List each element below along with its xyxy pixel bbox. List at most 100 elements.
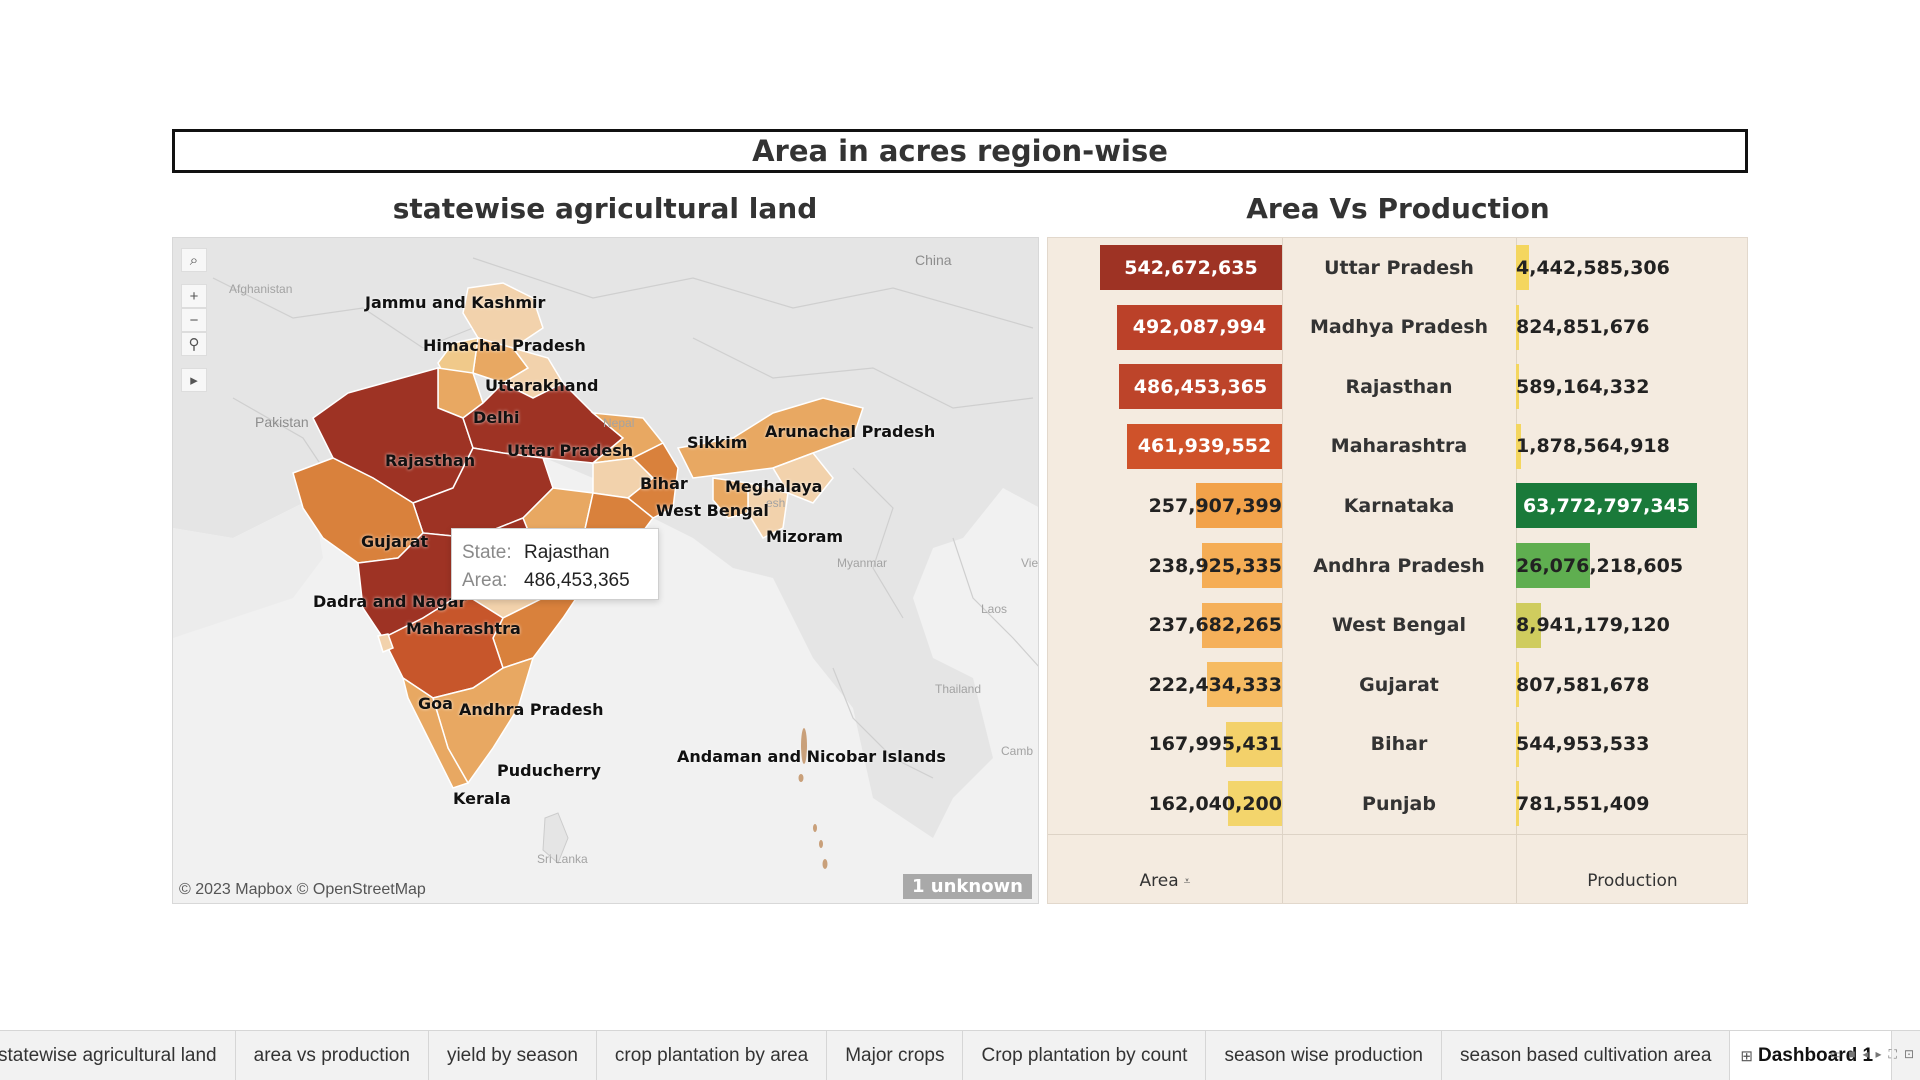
tab-season-based-cultivation-area[interactable]: season based cultivation area (1442, 1031, 1731, 1080)
state-name-label: Madhya Pradesh (1309, 316, 1489, 339)
table-row[interactable]: 167,995,431 Bihar 544,953,533 (1048, 715, 1749, 774)
table-row[interactable]: 492,087,994 Madhya Pradesh 824,851,676 (1048, 298, 1749, 357)
filmstrip-view-icon[interactable]: ▭ (1829, 1047, 1842, 1061)
label-delhi: Delhi (473, 408, 520, 427)
production-axis-label: Production (1587, 871, 1678, 891)
tooltip-state-row: State: Rajasthan (462, 539, 648, 567)
table-row[interactable]: 222,434,333 Gujarat 807,581,678 (1048, 655, 1749, 714)
grid-view-icon[interactable]: ■ (1848, 1047, 1856, 1061)
production-bar[interactable] (1516, 662, 1519, 708)
label-himachal-pradesh: Himachal Pradesh (423, 336, 586, 355)
unknown-indicator[interactable]: 1 unknown (902, 874, 1032, 899)
state-name-label: Maharashtra (1330, 435, 1468, 458)
area-bar[interactable] (1127, 423, 1282, 469)
country-borders (212, 257, 1038, 779)
production-bar[interactable] (1516, 364, 1519, 410)
area-bar[interactable] (1119, 364, 1282, 410)
production-bar[interactable] (1516, 245, 1529, 290)
geo-label-myanmar: Myanmar (837, 556, 888, 570)
production-value-label: 63,772,797,345 (1522, 494, 1691, 517)
table-row[interactable]: 162,040,200 Punjab 781,551,409 (1048, 774, 1749, 833)
geo-label-pakistan: Pakistan (255, 414, 309, 430)
tab-controls: ▭ ■ ◂ ▸ ⛶ ⊡ (1830, 1047, 1914, 1062)
state-name-label: West Bengal (1331, 614, 1466, 637)
label-uttar-pradesh: Uttar Pradesh (507, 441, 634, 460)
state-goa (377, 633, 394, 653)
label-meghalaya: Meghalaya (725, 477, 823, 496)
next-sheet-icon[interactable]: ▸ (1875, 1047, 1882, 1061)
column-divider (1282, 238, 1283, 903)
production-bar[interactable] (1516, 304, 1519, 350)
geo-label-vietnam: Vie (1021, 556, 1039, 570)
production-bar[interactable] (1516, 602, 1541, 648)
area-vs-production-chart[interactable]: 542,672,635 Uttar Pradesh 4,442,585,306 492… (1047, 237, 1748, 904)
table-row[interactable]: 461,939,552 Maharashtra 1,878,564,918 (1048, 417, 1749, 476)
geo-label-laos: Laos (981, 602, 1008, 616)
expand-toolbar-icon[interactable]: ▸ (181, 368, 207, 392)
tab-area-vs-production[interactable]: area vs production (236, 1031, 429, 1080)
production-bar[interactable] (1516, 721, 1519, 767)
label-andaman-and-nicobar: Andaman and Nicobar Islands (677, 747, 946, 766)
production-value-label: 4,442,585,306 (1516, 256, 1670, 279)
bar-chart-title: Area Vs Production (1246, 191, 1550, 225)
sheet-tab-bar: statewise agricultural land area vs prod… (0, 1030, 1920, 1080)
map-attribution[interactable]: © 2023 Mapbox © OpenStreetMap (179, 881, 426, 898)
sri-lanka-shape (542, 812, 569, 864)
tab-season-wise-production[interactable]: season wise production (1206, 1031, 1443, 1080)
area-bar[interactable] (1202, 602, 1282, 648)
table-row[interactable]: 238,925,335 Andhra Pradesh 26,076,218,605 (1048, 536, 1749, 595)
area-bar[interactable] (1226, 721, 1282, 767)
area-axis-label[interactable]: Area ⩡ (1048, 866, 1282, 896)
tab-statewise-agricultural-land[interactable]: statewise agricultural land (0, 1031, 236, 1080)
state-name-label: Uttar Pradesh (1324, 256, 1474, 279)
tab-yield-by-season[interactable]: yield by season (429, 1031, 597, 1080)
area-bar[interactable] (1228, 781, 1282, 827)
tooltip-area-key: Area: (462, 570, 508, 591)
tooltip-state-value: Rajasthan (524, 542, 610, 563)
table-row[interactable]: 542,672,635 Uttar Pradesh 4,442,585,306 (1048, 238, 1749, 297)
presentation-icon[interactable]: ⊡ (1903, 1047, 1914, 1061)
label-gujarat: Gujarat (361, 532, 429, 551)
area-bar[interactable] (1202, 543, 1282, 588)
table-row[interactable]: 237,682,265 West Bengal 8,941,179,120 (1048, 596, 1749, 655)
map-tooltip: State: Rajasthan Area: 486,453,365 (451, 528, 659, 600)
dashboard: Area in acres region-wise statewise agri… (172, 129, 1748, 904)
tab-major-crops[interactable]: Major crops (827, 1031, 964, 1080)
area-value-label: 461,939,552 (1137, 435, 1272, 458)
pin-icon[interactable]: ⚲ (181, 332, 207, 356)
production-value-label: 26,076,218,605 (1516, 554, 1684, 577)
production-bar[interactable] (1516, 543, 1590, 588)
production-bar[interactable] (1516, 423, 1521, 469)
andaman-islands (798, 728, 828, 869)
production-bar[interactable] (1516, 781, 1519, 827)
area-bar[interactable] (1196, 483, 1282, 529)
production-value-label: 824,851,676 (1516, 316, 1650, 339)
tab-dashboard-1[interactable]: ⊞ Dashboard 1 (1730, 1031, 1893, 1080)
map-title: statewise agricultural land (392, 191, 818, 225)
sort-descending-icon[interactable]: ⩡ (1183, 873, 1191, 888)
table-row[interactable]: 257,907,399 Karnataka 63,772,797,345 (1048, 476, 1749, 535)
production-value-label: 589,164,332 (1516, 375, 1650, 398)
state-west-bengal (626, 442, 679, 519)
table-row[interactable]: 486,453,365 Rajasthan 589,164,332 (1048, 357, 1749, 416)
area-bar[interactable] (1207, 662, 1282, 708)
zoom-in-button[interactable]: + (181, 284, 207, 308)
area-bar[interactable] (1117, 304, 1282, 350)
geo-label-afghanistan: Afghanistan (229, 282, 293, 296)
tab-crop-plantation-by-count[interactable]: Crop plantation by count (963, 1031, 1207, 1080)
state-northeast (676, 397, 864, 479)
area-bar[interactable] (1100, 245, 1282, 290)
india-map[interactable]: ⌕ + − ⚲ ▸ China Afghanistan Pakistan Nep… (172, 237, 1039, 904)
map-search-icon[interactable]: ⌕ (181, 248, 207, 272)
area-value-label: 542,672,635 (1124, 256, 1258, 279)
production-bar[interactable] (1516, 483, 1697, 529)
zoom-out-button[interactable]: − (181, 308, 207, 332)
label-sikkim: Sikkim (687, 433, 748, 452)
tab-crop-plantation-by-area[interactable]: crop plantation by area (597, 1031, 828, 1080)
fullscreen-icon[interactable]: ⛶ (1888, 1047, 1897, 1061)
tooltip-area-row: Area: 486,453,365 (462, 567, 648, 595)
area-value-label: 492,087,994 (1132, 316, 1267, 339)
geo-label-china: China (915, 252, 952, 268)
label-west-bengal: West Bengal (656, 501, 769, 520)
previous-sheet-icon[interactable]: ◂ (1862, 1047, 1869, 1061)
